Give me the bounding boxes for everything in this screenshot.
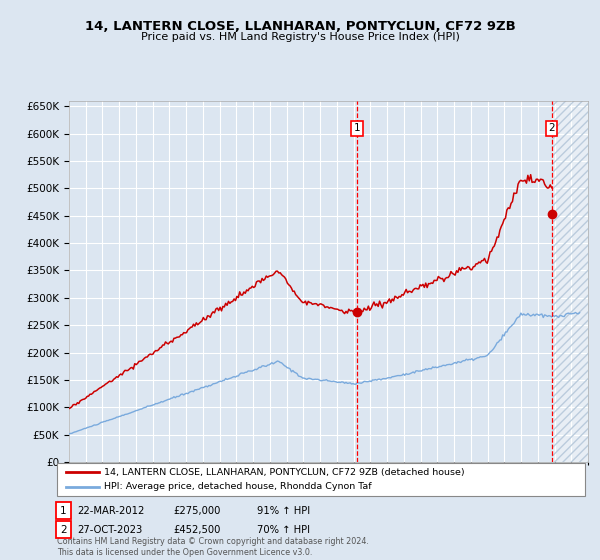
Text: £275,000: £275,000 — [173, 506, 221, 516]
Text: 91% ↑ HPI: 91% ↑ HPI — [257, 506, 311, 516]
Text: 2: 2 — [60, 525, 67, 535]
Bar — [553, 101, 588, 462]
Text: 1: 1 — [354, 123, 361, 133]
Text: Contains HM Land Registry data © Crown copyright and database right 2024.
This d: Contains HM Land Registry data © Crown c… — [57, 537, 369, 557]
Bar — [553, 101, 588, 462]
Text: 2: 2 — [548, 123, 555, 133]
Text: 70% ↑ HPI: 70% ↑ HPI — [257, 525, 310, 535]
Text: 27-OCT-2023: 27-OCT-2023 — [77, 525, 143, 535]
Text: HPI: Average price, detached house, Rhondda Cynon Taf: HPI: Average price, detached house, Rhon… — [104, 482, 371, 491]
Text: 14, LANTERN CLOSE, LLANHARAN, PONTYCLUN, CF72 9ZB: 14, LANTERN CLOSE, LLANHARAN, PONTYCLUN,… — [85, 20, 515, 32]
Text: £452,500: £452,500 — [173, 525, 221, 535]
Text: 14, LANTERN CLOSE, LLANHARAN, PONTYCLUN, CF72 9ZB (detached house): 14, LANTERN CLOSE, LLANHARAN, PONTYCLUN,… — [104, 468, 464, 477]
Text: 22-MAR-2012: 22-MAR-2012 — [77, 506, 145, 516]
Text: Price paid vs. HM Land Registry's House Price Index (HPI): Price paid vs. HM Land Registry's House … — [140, 32, 460, 43]
Text: 1: 1 — [60, 506, 67, 516]
